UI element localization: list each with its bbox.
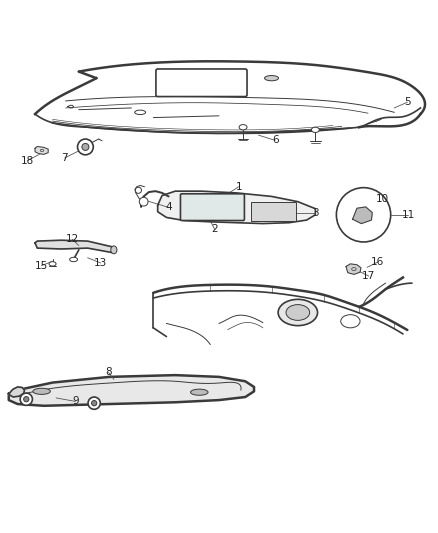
Text: 5: 5 [404,97,411,107]
Text: 18: 18 [21,156,34,166]
Ellipse shape [286,304,310,320]
Ellipse shape [33,388,50,394]
Polygon shape [9,387,25,397]
Ellipse shape [311,127,319,133]
Polygon shape [9,375,254,406]
Circle shape [336,188,391,242]
Ellipse shape [239,125,247,130]
Text: 2: 2 [211,224,218,235]
Circle shape [24,397,29,402]
Polygon shape [35,147,48,155]
Text: 4: 4 [165,203,172,212]
Polygon shape [346,264,361,274]
Ellipse shape [191,389,208,395]
Circle shape [78,139,93,155]
Circle shape [139,197,148,206]
Text: 17: 17 [362,271,375,281]
Text: 10: 10 [375,193,389,204]
Circle shape [88,397,100,409]
FancyBboxPatch shape [156,69,247,96]
Ellipse shape [265,76,279,81]
Text: 16: 16 [371,257,384,267]
Ellipse shape [278,300,318,326]
Text: 12: 12 [66,235,79,244]
Circle shape [20,393,32,405]
Circle shape [135,187,141,193]
Ellipse shape [70,257,78,262]
Text: 3: 3 [312,208,319,218]
Text: 13: 13 [94,258,107,268]
Ellipse shape [49,262,56,266]
Circle shape [92,400,97,406]
Text: 11: 11 [402,210,415,220]
Text: 9: 9 [72,397,79,406]
FancyBboxPatch shape [180,194,244,221]
Polygon shape [158,191,315,223]
Text: 6: 6 [272,135,279,146]
Text: 15: 15 [35,261,48,271]
Text: 7: 7 [61,153,68,163]
Text: 1: 1 [235,182,242,192]
FancyBboxPatch shape [251,202,296,221]
Polygon shape [35,240,116,253]
Circle shape [82,143,89,150]
Polygon shape [353,207,372,223]
Ellipse shape [111,246,117,254]
Text: 8: 8 [105,367,112,377]
